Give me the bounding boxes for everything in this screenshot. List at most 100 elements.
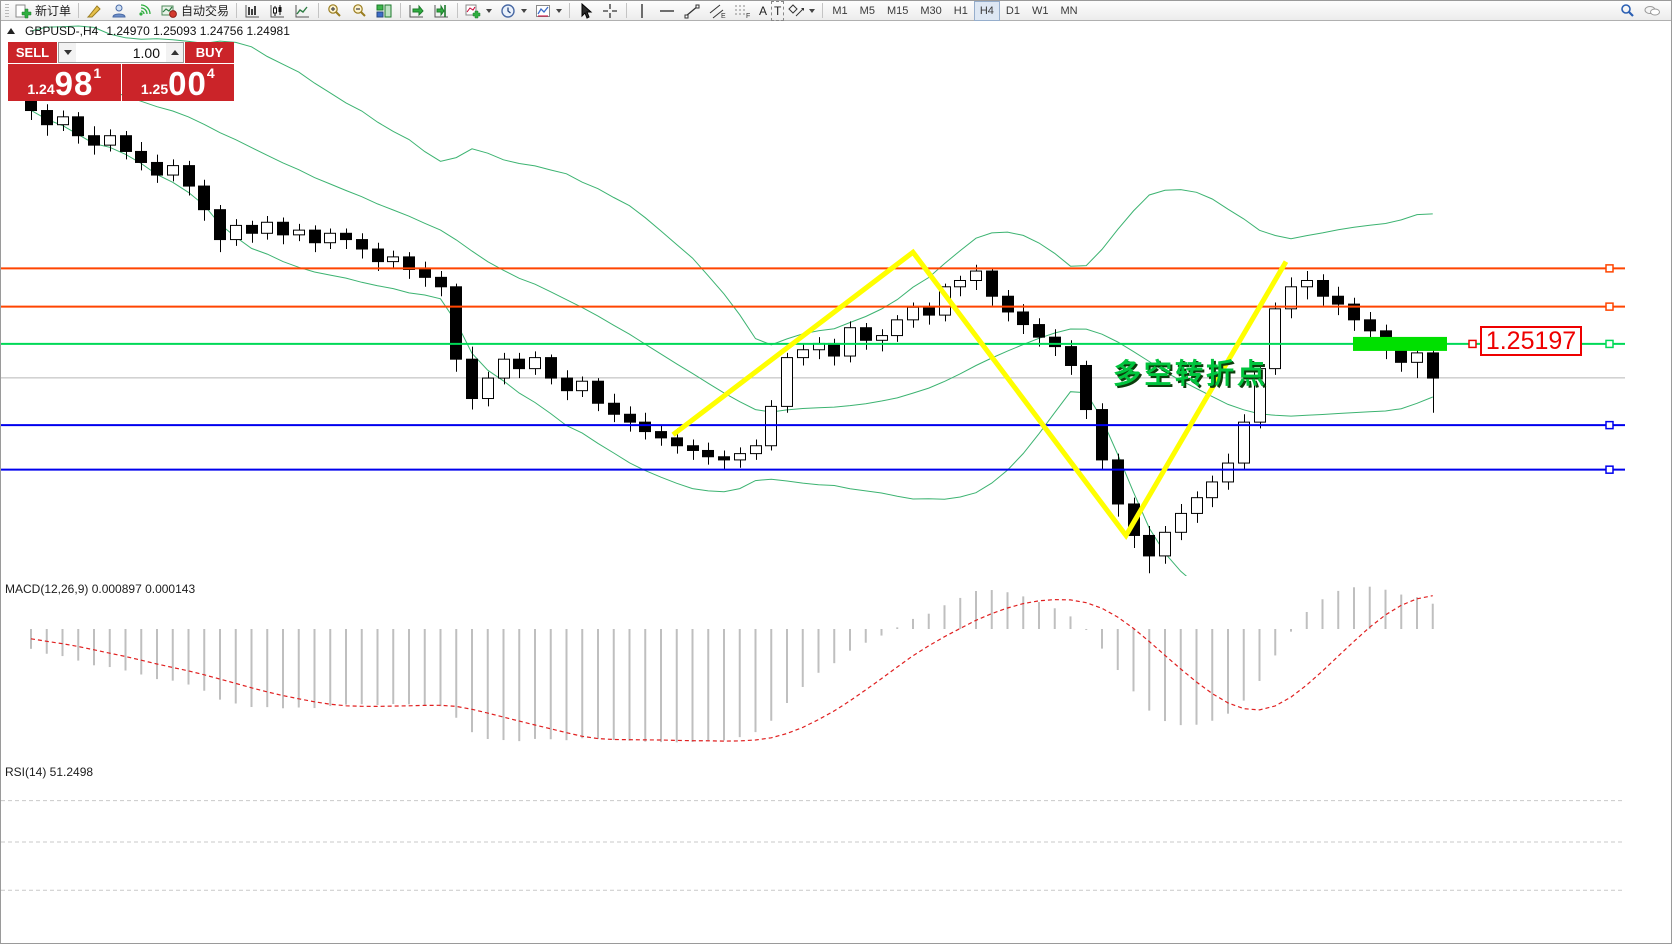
toolbar-separator [400, 3, 402, 18]
tab-timeframe-h1[interactable]: H1 [953, 4, 968, 17]
chart-line-icon [295, 4, 310, 17]
search-button[interactable] [1615, 1, 1640, 21]
chart-ohlc-readout: 1.24970 1.25093 1.24756 1.24981 [106, 24, 290, 38]
new-order-button-label: 新订单 [35, 4, 72, 18]
indicators-button[interactable] [461, 1, 496, 21]
toolbar-separator [569, 3, 571, 18]
crosshair-button[interactable] [598, 1, 623, 21]
templates-icon [536, 4, 551, 17]
one-click-collapse-icon[interactable] [7, 28, 15, 34]
dropdown-arrow-icon[interactable] [486, 8, 493, 13]
chart-canvas[interactable] [1, 21, 1672, 944]
zoom-in-button[interactable] [322, 1, 347, 21]
metaeditor-icon [86, 4, 101, 17]
toolbar-right-group [1615, 1, 1665, 21]
chart-candles-button[interactable] [265, 1, 290, 21]
price-callout[interactable]: 1.25197 [1480, 326, 1582, 356]
toolbar-separator [318, 3, 320, 18]
cursor-button[interactable] [573, 1, 598, 21]
periods-button[interactable] [496, 1, 531, 21]
buy-price-big: 00 [168, 65, 207, 102]
auto-scroll-button[interactable] [404, 1, 429, 21]
periods-icon [501, 3, 515, 18]
chart-shift-icon [434, 3, 449, 17]
buy-price-pip: 4 [206, 65, 215, 81]
volume-input[interactable]: 1.00 [132, 44, 160, 61]
text-button[interactable]: A [755, 1, 771, 21]
cursor-icon [581, 2, 593, 19]
crosshair-icon [603, 3, 618, 18]
signals-icon [139, 3, 151, 16]
toolbar-drag-handle [5, 3, 9, 18]
volume-decrease-button[interactable] [59, 43, 76, 62]
vertical-line-button[interactable] [630, 1, 655, 21]
chart-window: GBPUSD-,H4 1.24970 1.25093 1.24756 1.249… [1, 21, 1672, 944]
volume-increase-button[interactable] [166, 43, 183, 62]
autotrading-icon [161, 5, 177, 18]
chart-bars-icon [245, 4, 260, 17]
shapes-icon [788, 3, 805, 16]
auto-scroll-icon [409, 4, 424, 17]
toolbar: 新订单 自动交易 E F A T M1 M5 M15 M30 H1 H4 D1 W1 MN [1, 0, 1671, 21]
chart-line-button[interactable] [290, 1, 315, 21]
buy-price[interactable]: 1.25 00 4 [121, 64, 234, 102]
search-icon [1621, 3, 1634, 17]
signals-button[interactable] [132, 1, 157, 21]
chat-icon [1644, 5, 1660, 15]
channel-icon: E [709, 4, 726, 19]
autotrading-button-label: 自动交易 [181, 4, 230, 18]
text-button-label: A [759, 3, 768, 18]
fibonacci-button[interactable]: F [730, 1, 755, 21]
toolbar-separator [457, 3, 459, 18]
dropdown-arrow-icon[interactable] [521, 8, 528, 13]
fibonacci-icon: F [735, 5, 750, 19]
svg-text:E: E [721, 13, 726, 19]
label-button[interactable]: T [771, 0, 785, 21]
tab-timeframe-m1[interactable]: M1 [832, 4, 848, 17]
chart-symbol-period: GBPUSD-,H4 [25, 24, 99, 38]
tab-timeframe-m5[interactable]: M5 [859, 4, 875, 17]
sell-price[interactable]: 1.24 98 1 [8, 64, 121, 101]
shapes-button[interactable] [784, 1, 819, 21]
new-order-button[interactable]: 新订单 [11, 1, 75, 21]
sell-price-big: 98 [54, 65, 94, 102]
toolbar-separator [78, 3, 80, 18]
chart-header: GBPUSD-,H4 1.24970 1.25093 1.24756 1.249… [7, 24, 290, 38]
tile-windows-button[interactable] [372, 1, 397, 21]
toolbar-separator [626, 3, 628, 18]
chart-bars-button[interactable] [240, 1, 265, 21]
toolbar-separator [236, 3, 238, 18]
tab-timeframe-h4[interactable]: H4 [973, 0, 1000, 21]
channel-button[interactable]: E [705, 1, 730, 21]
trendline-button[interactable] [680, 1, 705, 21]
dropdown-arrow-icon[interactable] [556, 8, 563, 13]
sell-price-pip: 1 [93, 65, 102, 81]
chart-shift-button[interactable] [429, 1, 454, 21]
dropdown-arrow-icon[interactable] [809, 8, 816, 13]
indicators-icon [465, 4, 481, 18]
tab-timeframe-w1[interactable]: W1 [1031, 4, 1049, 17]
new-order-icon [15, 4, 32, 18]
zoom-out-button[interactable] [347, 1, 372, 21]
zoom-in-icon [328, 3, 341, 17]
market-button[interactable] [107, 1, 132, 21]
autotrading-button[interactable]: 自动交易 [157, 1, 233, 21]
sell-button[interactable]: SELL [8, 42, 57, 63]
toolbar-separator [822, 3, 824, 18]
macd-indicator-label: MACD(12,26,9) 0.000897 0.000143 [5, 582, 196, 596]
chat-button[interactable] [1640, 1, 1665, 21]
buy-button[interactable]: BUY [185, 42, 234, 63]
templates-button[interactable] [531, 1, 566, 21]
horizontal-line-icon [660, 9, 675, 12]
chart-annotation-text[interactable]: 多空转折点 [1113, 358, 1269, 389]
label-button-label: T [774, 3, 782, 18]
metaeditor-button[interactable] [82, 1, 107, 21]
tab-timeframe-m15[interactable]: M15 [886, 4, 909, 17]
tab-timeframe-mn[interactable]: MN [1060, 4, 1078, 17]
buy-price-small: 1.25 [140, 81, 169, 97]
trendline-icon [684, 4, 700, 18]
triangle-up-icon [170, 50, 179, 55]
tab-timeframe-d1[interactable]: D1 [1005, 4, 1020, 17]
tab-timeframe-m30[interactable]: M30 [920, 4, 942, 17]
horizontal-line-button[interactable] [655, 1, 680, 21]
